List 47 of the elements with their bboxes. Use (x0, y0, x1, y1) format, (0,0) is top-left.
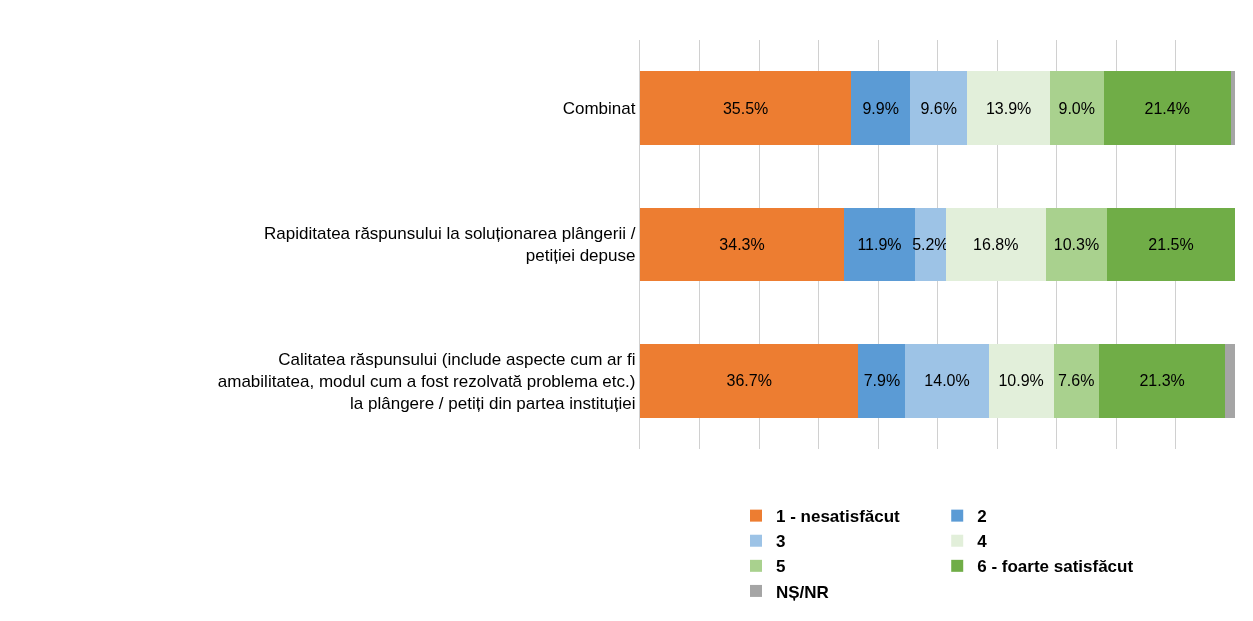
bar (914, 207, 946, 282)
data-label: 7.9% (863, 372, 901, 390)
bar (851, 71, 911, 145)
data-label: 21.3% (1139, 372, 1185, 390)
bar (640, 71, 852, 145)
data-label: 7.6% (1057, 372, 1095, 390)
data-label: 16.8% (973, 236, 1019, 253)
legend-label: 2 (977, 507, 987, 527)
legend-label: 4 (977, 532, 988, 552)
y-tick-label: Rapiditatea răspunsului la soluționarea plângerii / petiției depuse (264, 224, 636, 266)
data-label: 10.3% (1053, 236, 1100, 253)
bar (640, 344, 859, 418)
bar (967, 71, 1050, 145)
bar (1230, 71, 1235, 145)
data-label: 11.9% (857, 236, 902, 253)
data-label: 14.0% (924, 372, 970, 390)
bar (1045, 207, 1108, 282)
bar (1107, 207, 1235, 282)
bar (945, 207, 1046, 282)
bar (1053, 344, 1099, 418)
data-label: 36.7% (726, 372, 772, 390)
data-label: 13.9% (985, 99, 1032, 117)
bar (1049, 71, 1104, 145)
bar (1103, 71, 1231, 145)
data-label: 21.5% (1148, 236, 1194, 253)
bar (844, 207, 915, 282)
legend-label: 6 - foarte satisfăcut (977, 557, 1134, 577)
bar (858, 344, 906, 418)
data-label: 10.9% (998, 372, 1044, 390)
data-label: 9.9% (862, 99, 899, 117)
y-tick-label: Combinat (562, 99, 636, 119)
data-label: 9.6% (920, 99, 957, 117)
legend-label: 1 - nesatisfăcut (776, 507, 901, 527)
legend-label: NȘ/NR (776, 582, 829, 602)
data-label: 21.4% (1144, 99, 1190, 117)
bar (640, 207, 845, 282)
data-label: 35.5% (722, 99, 769, 117)
data-label: 34.3% (719, 236, 765, 253)
bar (910, 71, 968, 145)
bar (1225, 344, 1235, 418)
bar (988, 344, 1054, 418)
legend-label: 5 (776, 557, 786, 577)
bar (1098, 344, 1226, 418)
y-tick-label: Calitatea răspunsului (include aspecte cum ar fi amabilitatea, modul cum a fost rezolvată problema etc.) la plângere / petiți din partea instituției (217, 349, 636, 413)
legend-label: 3 (776, 532, 786, 552)
bar (905, 344, 989, 418)
data-label: 9.0% (1058, 99, 1095, 117)
